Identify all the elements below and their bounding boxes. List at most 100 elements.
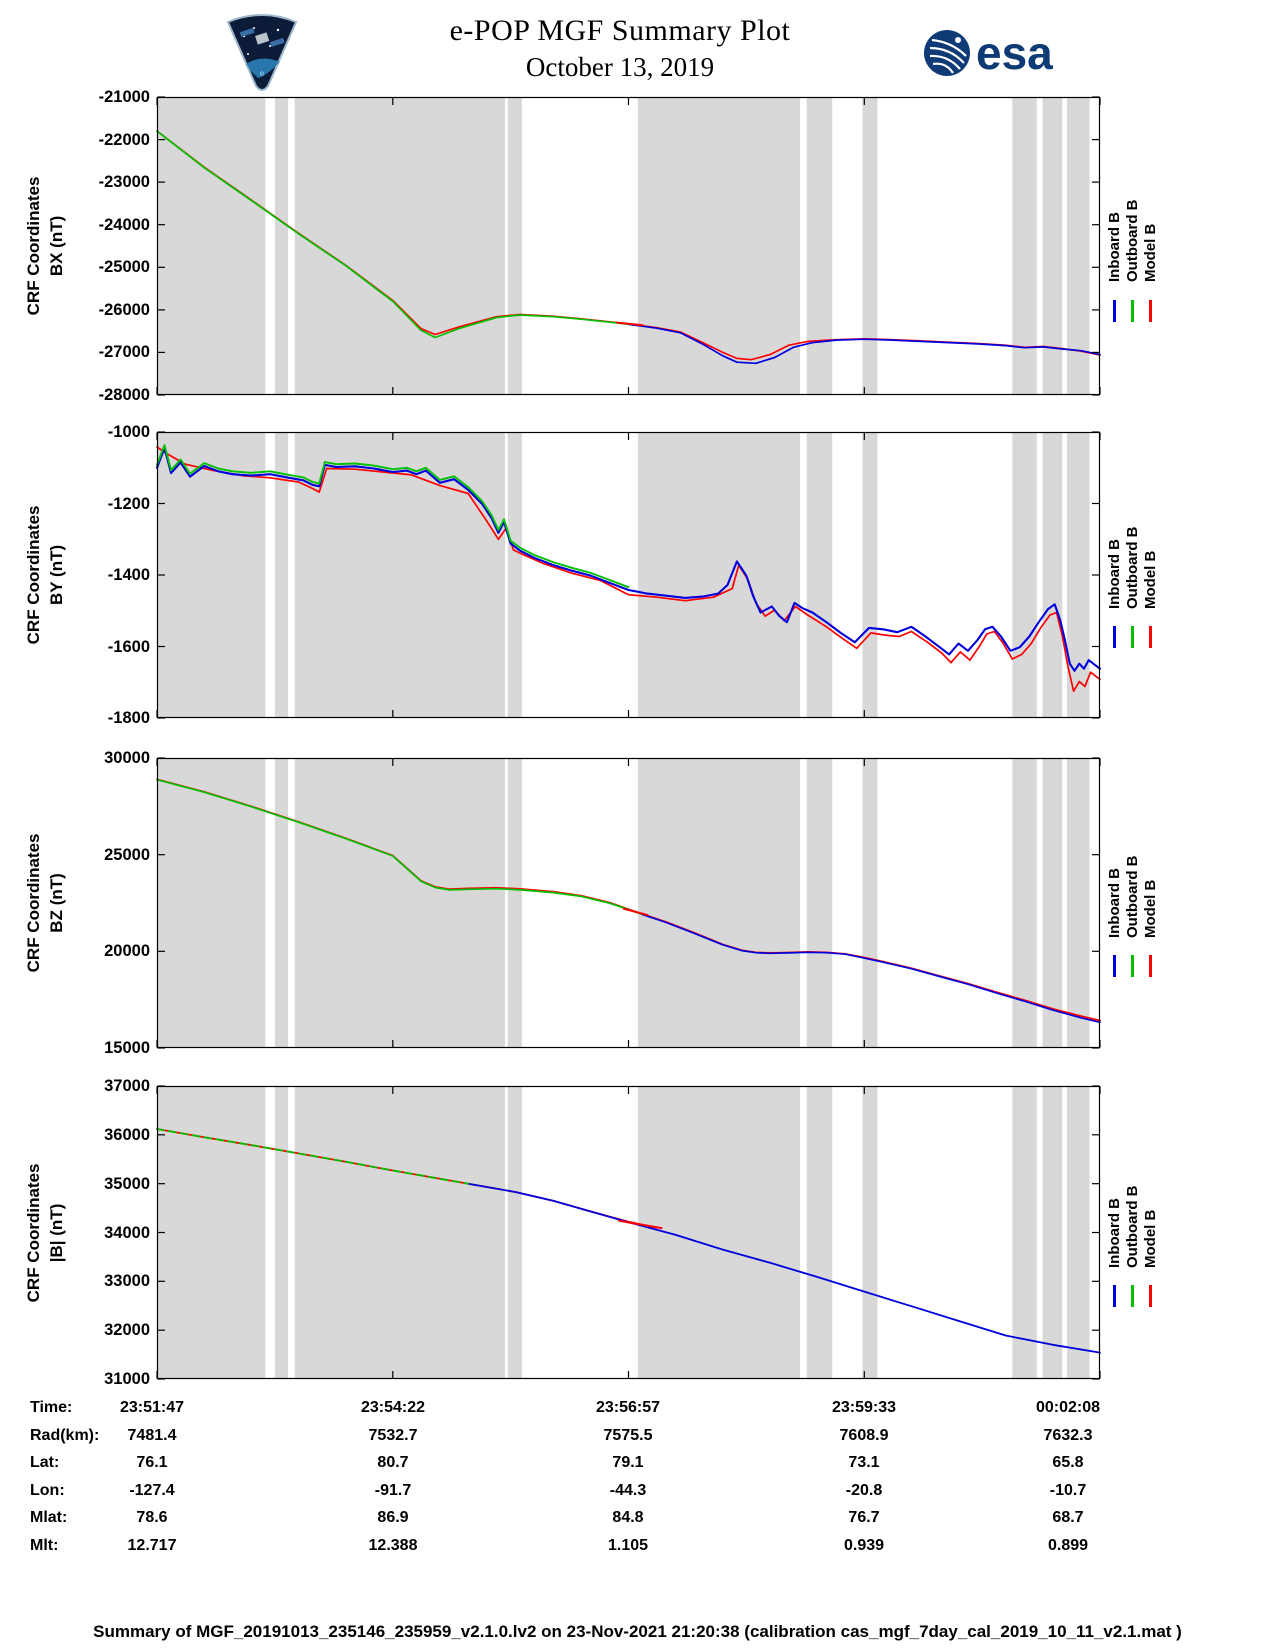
table-cell: 65.8 bbox=[1052, 1454, 1084, 1471]
legend-swatch-outboard-b bbox=[1131, 299, 1134, 322]
y-tick-label: -28000 bbox=[98, 386, 150, 404]
shaded-band bbox=[806, 97, 833, 395]
shaded-band bbox=[274, 1086, 289, 1379]
y-tick-label: 35000 bbox=[104, 1174, 150, 1193]
legend-swatch-outboard-b bbox=[1131, 955, 1134, 978]
shaded-band bbox=[1042, 432, 1063, 718]
y-tick-label: -27000 bbox=[98, 343, 150, 362]
table-cell: 79.1 bbox=[612, 1454, 644, 1471]
legend-swatch-inboard-b bbox=[1113, 1285, 1116, 1308]
table-cell: 0.939 bbox=[843, 1536, 885, 1554]
shaded-band bbox=[862, 97, 878, 395]
legend-label-outboard-b: Outboard B bbox=[1124, 855, 1141, 938]
shaded-band bbox=[862, 1086, 878, 1379]
y-tick-label: 33000 bbox=[104, 1272, 150, 1291]
page-date: October 13, 2019 bbox=[525, 52, 715, 82]
shaded-band bbox=[274, 97, 289, 395]
legend-label-model-b: Model B bbox=[1142, 879, 1159, 938]
y-tick-label: -24000 bbox=[98, 215, 150, 234]
legend-label-outboard-b: Outboard B bbox=[1124, 199, 1141, 282]
shaded-band bbox=[1012, 97, 1037, 395]
table-cell: -91.7 bbox=[374, 1481, 412, 1499]
shaded-band bbox=[806, 432, 833, 718]
y-tick-label: 15000 bbox=[104, 1039, 150, 1057]
legend-swatch-model-b bbox=[1149, 1285, 1152, 1308]
shaded-band bbox=[1042, 1086, 1063, 1379]
y-tick-label: -1400 bbox=[107, 566, 150, 584]
shaded-band bbox=[157, 1086, 266, 1379]
y-axis-label-line1: CRF Coordinates bbox=[24, 176, 44, 316]
series-outboard-b bbox=[156, 778, 644, 916]
shaded-band bbox=[862, 758, 878, 1048]
table-cell: 00:02:08 bbox=[1035, 1399, 1101, 1416]
y-axis-label-bx: CRF Coordinates BX (nT) bbox=[23, 96, 69, 396]
y-axis-label-line1: CRF Coordinates bbox=[24, 505, 44, 645]
y-tick-label: 25000 bbox=[104, 845, 150, 864]
table-row-label-mlat: Mlat: bbox=[30, 1509, 68, 1526]
y-axis-label-bz: CRF Coordinates BZ (nT) bbox=[23, 753, 69, 1053]
table-cell: 86.9 bbox=[377, 1509, 409, 1526]
summary-footer: Summary of MGF_20191013_235146_235959_v2… bbox=[93, 1622, 1182, 1641]
legend-label-inboard-b: Inboard B bbox=[1106, 867, 1123, 938]
shaded-band bbox=[1042, 758, 1063, 1048]
legend-label-model-b: Model B bbox=[1142, 550, 1159, 610]
table-cell: 84.8 bbox=[612, 1509, 644, 1526]
legend-label-model-b: Model B bbox=[1142, 223, 1159, 282]
shaded-band bbox=[806, 758, 833, 1048]
y-tick-label: -1600 bbox=[107, 637, 150, 656]
table-cell: 80.7 bbox=[377, 1454, 409, 1471]
table-row-label-lat: Lat: bbox=[30, 1454, 60, 1471]
table-cell: 7532.7 bbox=[368, 1426, 418, 1444]
series-inboard-b bbox=[467, 1182, 1101, 1354]
y-tick-label: -25000 bbox=[98, 258, 150, 277]
legend-label-inboard-b: Inboard B bbox=[1106, 539, 1123, 610]
shaded-band bbox=[294, 97, 505, 395]
table-cell: 73.1 bbox=[848, 1454, 880, 1471]
shaded-band bbox=[1067, 758, 1090, 1048]
table-cell: 68.7 bbox=[1052, 1509, 1084, 1526]
shaded-band bbox=[157, 97, 266, 395]
legend-swatch-inboard-b bbox=[1113, 955, 1116, 978]
y-tick-label: -21000 bbox=[98, 88, 150, 106]
y-tick-label: -22000 bbox=[98, 130, 150, 149]
legend-swatch-model-b bbox=[1149, 626, 1152, 649]
shaded-band bbox=[806, 1086, 833, 1379]
table-cell: -127.4 bbox=[129, 1481, 175, 1499]
table-row-label-radkm: Rad(km): bbox=[30, 1426, 100, 1444]
plot-panel-bz bbox=[156, 757, 1101, 1049]
shaded-band bbox=[1067, 1086, 1090, 1379]
y-tick-label: -23000 bbox=[98, 173, 150, 192]
series-model-b bbox=[622, 907, 649, 916]
table-row-label-mlt: Mlt: bbox=[30, 1536, 59, 1554]
table-cell: 76.1 bbox=[136, 1454, 168, 1471]
y-axis-label-line1: CRF Coordinates bbox=[24, 833, 44, 973]
table-cell: 7608.9 bbox=[839, 1426, 889, 1444]
shaded-band bbox=[1042, 97, 1063, 395]
y-axis-label-bmag: CRF Coordinates |B| (nT) bbox=[23, 1082, 69, 1382]
y-tick-label: 31000 bbox=[104, 1370, 150, 1388]
epop-mission-patch-icon: e bbox=[226, 14, 298, 91]
y-tick-label: 32000 bbox=[104, 1321, 150, 1340]
title-block: e-POP MGF Summary Plot October 13, 2019 bbox=[0, 14, 1240, 83]
shaded-band bbox=[507, 758, 522, 1048]
table-cell: 23:54:22 bbox=[360, 1399, 426, 1416]
table-cell: 76.7 bbox=[848, 1509, 880, 1526]
y-tick-label: 37000 bbox=[104, 1077, 150, 1095]
table-cell: 7575.5 bbox=[603, 1426, 653, 1444]
table-cell: -10.7 bbox=[1049, 1481, 1087, 1499]
y-tick-label: 34000 bbox=[104, 1223, 150, 1242]
y-tick-label: 20000 bbox=[104, 942, 150, 961]
legend-swatch-outboard-b bbox=[1131, 1285, 1134, 1308]
y-axis-label-line1: CRF Coordinates bbox=[24, 1163, 44, 1302]
shaded-band bbox=[1067, 97, 1090, 395]
series-model-b bbox=[616, 321, 644, 327]
table-cell: 23:59:33 bbox=[831, 1399, 897, 1416]
svg-text:e: e bbox=[260, 69, 265, 78]
shaded-band bbox=[274, 432, 289, 718]
table-cell: 23:51:47 bbox=[119, 1399, 185, 1416]
series-inboard-b bbox=[641, 913, 1101, 1024]
shaded-band bbox=[507, 1086, 522, 1379]
series-outboard-b bbox=[156, 130, 630, 339]
table-cell: -44.3 bbox=[609, 1481, 647, 1499]
